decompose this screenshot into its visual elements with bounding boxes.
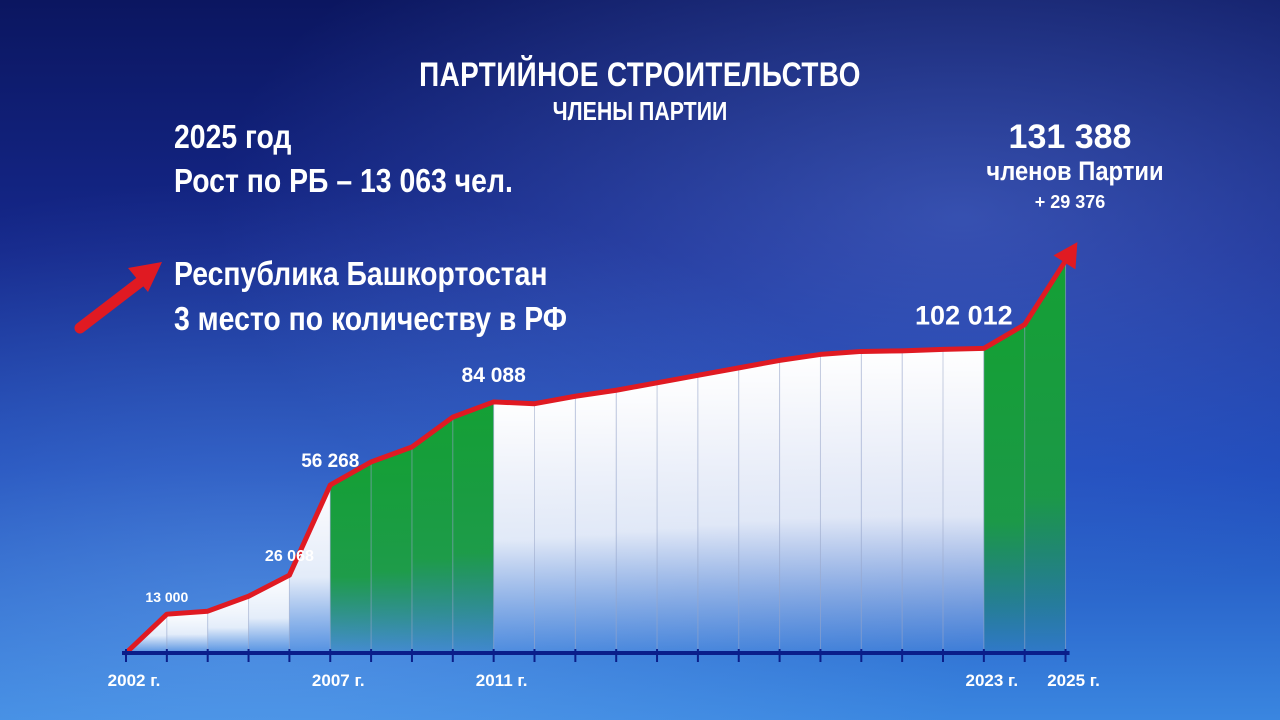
area-segment	[289, 484, 331, 653]
total-label: членов Партии	[986, 156, 1164, 186]
series-line	[123, 258, 1069, 656]
total-delta: + 29 376	[1034, 192, 1106, 212]
page-subtitle: ЧЛЕНЫ ПАРТИИ	[552, 96, 728, 126]
area-segment	[616, 382, 658, 653]
data-label: 13 000	[145, 589, 188, 605]
area-segment	[575, 390, 617, 653]
area-segment	[330, 461, 372, 653]
area-segment	[779, 354, 821, 653]
area-segment	[983, 324, 1025, 653]
area-segment	[943, 348, 984, 653]
area-segment	[207, 596, 249, 653]
decorative-arrow-head	[128, 262, 162, 292]
page-title: ПАРТИЙНОЕ СТРОИТЕЛЬСТВО	[419, 56, 861, 94]
area-segment	[411, 417, 453, 653]
x-tick-label: 2025 г.	[1047, 671, 1100, 690]
area-segment	[248, 575, 290, 653]
x-tick-label: 2002 г.	[108, 671, 161, 690]
arrow-head	[1053, 242, 1078, 270]
area-segment	[738, 360, 780, 653]
area-segment	[657, 375, 698, 653]
info-year: 2025 год	[174, 118, 292, 155]
data-label: 84 088	[462, 364, 527, 387]
area-segment	[534, 396, 576, 653]
area-segment	[861, 350, 903, 653]
total-value: 131 388	[1008, 118, 1132, 156]
area-segment	[452, 401, 494, 653]
info-growth: Рост по РБ – 13 063 чел.	[174, 162, 513, 199]
area-segment	[820, 351, 862, 653]
area-segment	[166, 611, 208, 653]
area-segment	[371, 446, 412, 653]
info-rank: 3 место по количеству в РФ	[174, 300, 567, 337]
x-tick-label: 2007 г.	[312, 671, 365, 690]
data-label: 56 268	[301, 451, 359, 472]
x-tick-label: 2011 г.	[476, 671, 528, 690]
decorative-arrow-shaft	[74, 276, 146, 334]
info-region: Республика Башкортостан	[174, 255, 548, 292]
area-segment	[493, 401, 535, 653]
x-tick-label: 2023 г.	[966, 671, 1019, 690]
data-label: 102 012	[915, 300, 1013, 330]
area-segment	[902, 349, 943, 653]
area-segment	[1024, 260, 1066, 653]
area-segment	[697, 367, 739, 653]
data-label: 26 068	[265, 548, 314, 565]
